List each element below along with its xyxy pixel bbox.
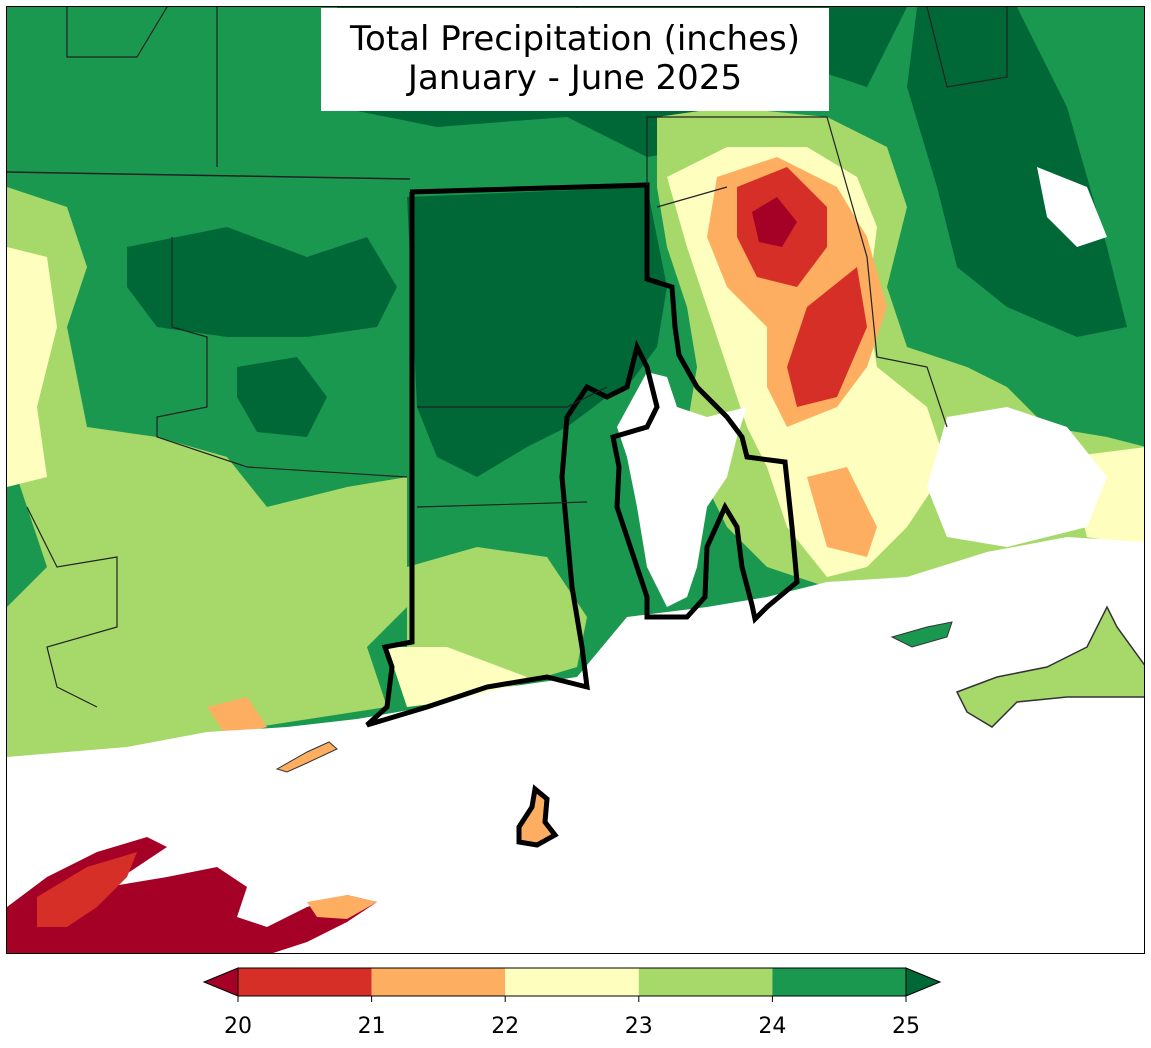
contour-23-24-west bbox=[7, 187, 407, 767]
colorbar-tick-label: 20 bbox=[224, 1014, 252, 1039]
cape-cod-bay bbox=[1037, 167, 1107, 247]
contour-22-23-west bbox=[7, 247, 57, 487]
contour-21-22-ct-coast bbox=[207, 697, 267, 737]
ma-ct-state-line bbox=[7, 171, 411, 180]
title-line-2: January - June 2025 bbox=[407, 58, 743, 98]
contour-over-25-ri bbox=[407, 187, 667, 477]
precipitation-map bbox=[6, 6, 1145, 954]
colorbar-tick-label: 23 bbox=[624, 1014, 653, 1039]
buzzards-bay bbox=[927, 407, 1107, 547]
colorbar-tick-label: 22 bbox=[491, 1014, 520, 1039]
ma-county-lines bbox=[66, 7, 1008, 208]
colorbar-bin-20-21 bbox=[238, 968, 372, 996]
contour-over-25-ct-north bbox=[127, 227, 397, 337]
colorbar-under-arrow bbox=[202, 967, 239, 997]
colorbar bbox=[202, 967, 942, 1002]
colorbar-outline bbox=[237, 967, 907, 997]
colorbar-tick-label: 24 bbox=[758, 1014, 787, 1039]
colorbar-tick-label: 25 bbox=[892, 1014, 920, 1039]
rhode-island-border bbox=[365, 182, 800, 728]
colorbar-bin-23-24 bbox=[638, 968, 773, 996]
elizabeth-islands bbox=[890, 621, 953, 648]
colorbar-over-arrow bbox=[905, 967, 942, 997]
map-title: Total Precipitation (inches) January - J… bbox=[321, 8, 829, 111]
long-island-orange-tip bbox=[307, 895, 377, 919]
contour-over-25-northeast bbox=[907, 7, 1127, 337]
colorbar-bin-21-22 bbox=[371, 968, 506, 996]
block-island bbox=[516, 784, 559, 848]
long-island-red-band bbox=[37, 852, 137, 927]
contour-under-20-core bbox=[752, 197, 797, 247]
marthas-vineyard bbox=[955, 605, 1144, 728]
ma-ri-state-line bbox=[646, 116, 948, 428]
narragansett-bay bbox=[617, 372, 747, 607]
contour-over-25-ct-mid bbox=[237, 357, 327, 437]
colorbar-bin-22-23 bbox=[505, 968, 639, 996]
colorbar-bins bbox=[202, 967, 942, 1002]
long-island-sound-and-atlantic bbox=[7, 537, 1144, 953]
contour-21-22-se bbox=[807, 467, 877, 557]
fishers-island bbox=[275, 741, 338, 773]
colorbar-tick-label: 21 bbox=[357, 1014, 386, 1039]
contour-20-21-mass-south bbox=[787, 267, 867, 407]
title-line-1: Total Precipitation (inches) bbox=[350, 19, 800, 59]
colorbar-bin-24-25 bbox=[772, 968, 906, 996]
